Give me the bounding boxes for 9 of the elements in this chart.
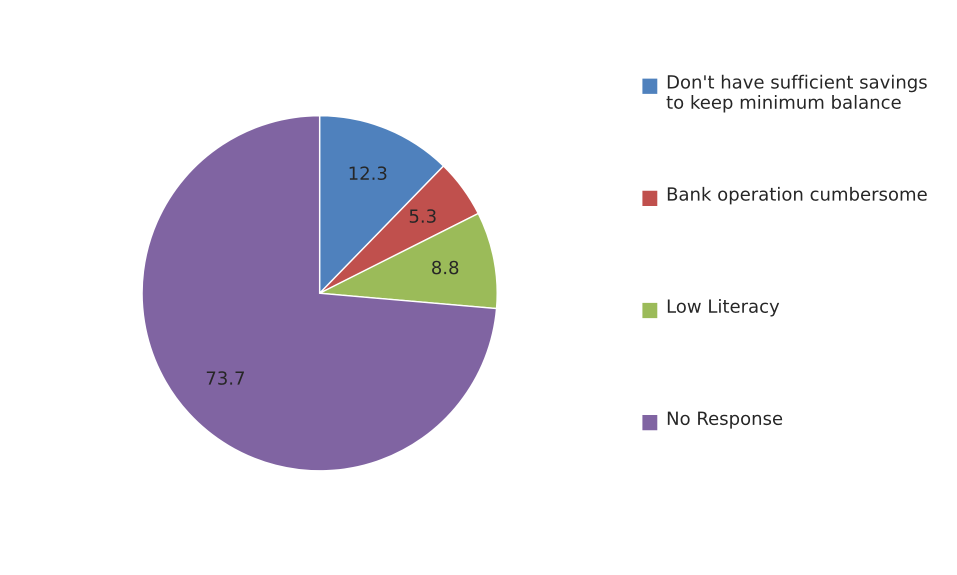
data-label: 5.3 [410,209,436,223]
legend-label: Bank operation cumbersome [668,186,927,204]
data-label: 8.8 [432,260,458,274]
data-label: 73.7 [206,371,244,385]
legend-label: No Response [668,412,782,429]
data-label: 12.3 [350,166,386,180]
legend-label: Don't have sufficient savings to keep minimum balance [666,74,927,112]
legend-label: Low Literacy [668,299,780,316]
pie-slice [141,114,498,472]
